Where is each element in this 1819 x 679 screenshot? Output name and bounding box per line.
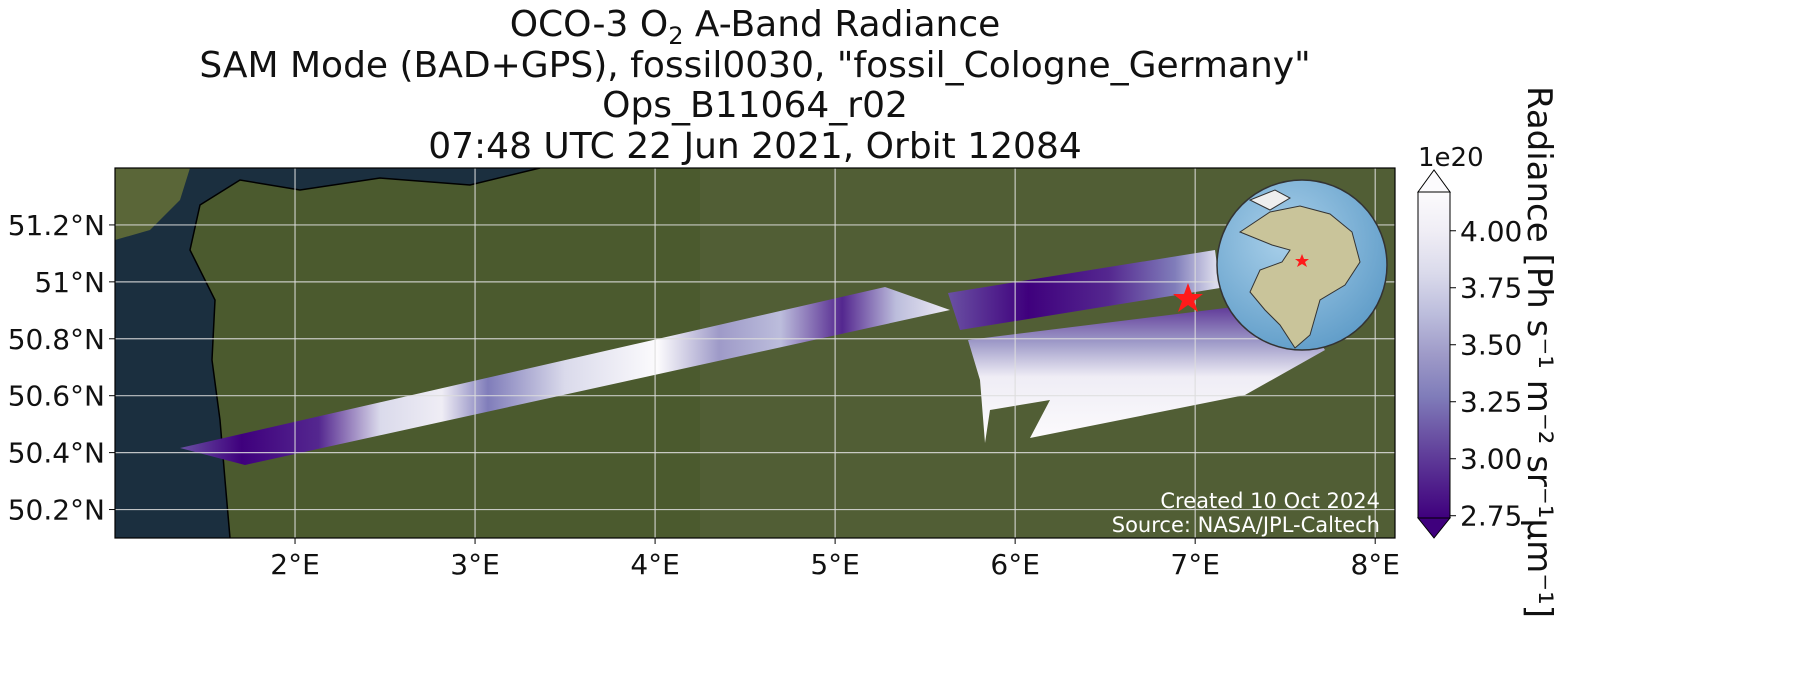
- map-frame: [114, 167, 1396, 539]
- x-tick-label: 7°E: [1170, 548, 1220, 581]
- colorbar-tick-label: 2.75: [1460, 500, 1522, 533]
- map-area: [115, 168, 1395, 538]
- credit: Created 10 Oct 2024: [1160, 489, 1380, 513]
- colorbar-exponent: 1e20: [1418, 143, 1484, 173]
- x-tick-label: 8°E: [1350, 548, 1400, 581]
- colorbar-extend: [1416, 517, 1452, 539]
- title-subscript: 2: [668, 22, 683, 50]
- colorbar: 1e20 Radiance [Ph s⁻¹ m⁻² sr⁻¹μm⁻¹] 2.75…: [1416, 86, 1559, 618]
- title-text: A-Band Radiance: [683, 4, 1000, 45]
- globe-marker: [1295, 254, 1309, 267]
- y-tick-label: 50.4°N: [8, 437, 105, 470]
- globe-land: [1248, 189, 1292, 211]
- y-tick-label: 51°N: [34, 266, 105, 299]
- coastline: [189, 168, 541, 538]
- y-tick-label: 51.2°N: [8, 209, 105, 242]
- x-tick-label: 5°E: [810, 548, 860, 581]
- x-tick-label: 3°E: [450, 548, 500, 581]
- credit: Source: NASA/JPL-Caltech: [1112, 513, 1380, 537]
- y-tick-label: 50.6°N: [8, 380, 105, 413]
- swath: [968, 300, 1325, 443]
- colorbar-bar: [1417, 191, 1451, 519]
- title-line: OCO-3 O2 A-Band Radiance: [510, 4, 1001, 50]
- site-marker: [1173, 283, 1203, 312]
- title-line: SAM Mode (BAD+GPS), fossil0030, "fossil_…: [199, 45, 1310, 86]
- y-tick-label: 50.8°N: [8, 323, 105, 356]
- colorbar-tick-label: 3.25: [1460, 386, 1522, 419]
- colorbar-tick-label: 3.75: [1460, 272, 1522, 305]
- england: [115, 168, 190, 240]
- title-line: 07:48 UTC 22 Jun 2021, Orbit 12084: [428, 126, 1082, 167]
- swath: [948, 250, 1220, 330]
- colorbar-tick-label: 3.00: [1460, 443, 1522, 476]
- x-tick-label: 4°E: [630, 548, 680, 581]
- title-text: OCO-3 O: [510, 4, 668, 45]
- x-tick-label: 6°E: [990, 548, 1040, 581]
- swath: [180, 287, 950, 465]
- globe-inset: [1216, 179, 1388, 351]
- x-tick-label: 2°E: [270, 548, 320, 581]
- grid: [115, 168, 1395, 538]
- colorbar-extend: [1417, 169, 1451, 193]
- colorbar-tick-label: 3.50: [1460, 329, 1522, 362]
- globe-land: [1238, 205, 1361, 349]
- colorbar-tick-label: 4.00: [1460, 215, 1522, 248]
- y-tick-label: 50.2°N: [8, 494, 105, 527]
- colorbar-label: Radiance [Ph s⁻¹ m⁻² sr⁻¹μm⁻¹]: [1519, 86, 1559, 618]
- title-line: Ops_B11064_r02: [602, 85, 908, 126]
